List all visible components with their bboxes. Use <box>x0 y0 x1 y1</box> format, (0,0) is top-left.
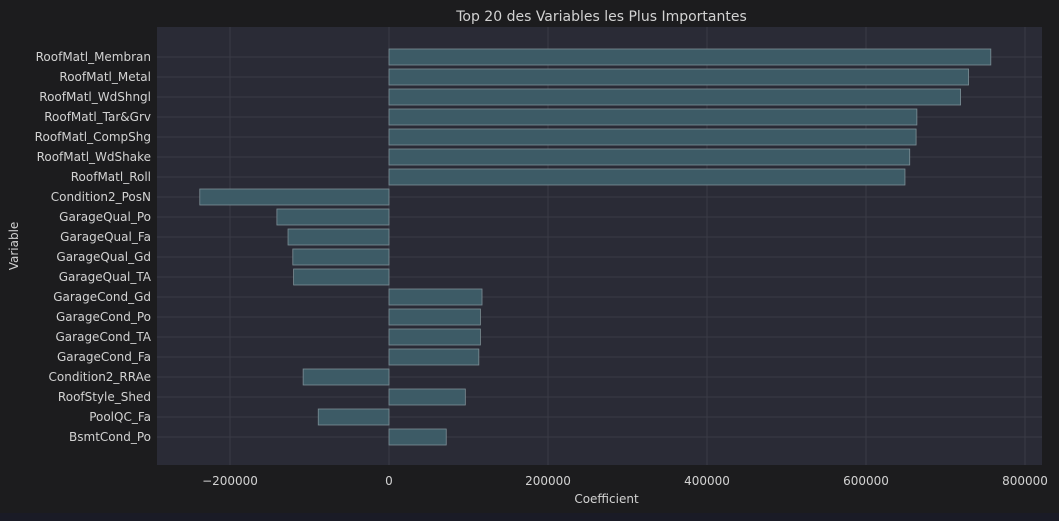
bar <box>388 388 466 406</box>
bar <box>388 68 969 86</box>
y-tick-label: BsmtCond_Po <box>69 430 151 444</box>
bottom-strip <box>0 513 1059 521</box>
bar <box>388 88 962 106</box>
y-tick-label: GarageCond_Gd <box>53 290 151 304</box>
y-tick-label: RoofStyle_Shed <box>58 390 151 404</box>
bar <box>388 348 480 366</box>
bar <box>388 428 447 446</box>
y-tick-label: RoofMatl_WdShngl <box>39 90 151 104</box>
y-tick-label: RoofMatl_Roll <box>71 170 151 184</box>
bar <box>388 168 906 186</box>
y-tick-label: GarageCond_Po <box>56 310 151 324</box>
bar <box>388 108 918 126</box>
bar <box>388 288 483 306</box>
y-tick-label: PoolQC_Fa <box>89 410 151 424</box>
bar <box>388 308 481 326</box>
y-tick-label: GarageQual_Po <box>59 210 151 224</box>
x-tick-labels: −200000 0 200000 400000 600000 800000 <box>202 474 1048 488</box>
y-tick-label: RoofMatl_Metal <box>59 70 151 84</box>
y-tick-labels: RoofMatl_Membran RoofMatl_Metal RoofMatl_W… <box>35 50 152 444</box>
y-tick-label: RoofMatl_WdShake <box>37 150 151 164</box>
y-tick-label: RoofMatl_Membran <box>36 50 151 64</box>
bar <box>388 328 481 346</box>
x-tick-label: 400000 <box>684 474 730 488</box>
x-tick-label: 0 <box>385 474 393 488</box>
bar <box>302 368 390 386</box>
y-tick-label: GarageCond_Fa <box>57 350 151 364</box>
y-tick-label: Condition2_RRAe <box>49 370 151 384</box>
x-tick-label: 200000 <box>525 474 571 488</box>
bar <box>287 228 390 246</box>
y-tick-label: Condition2_PosN <box>51 190 151 204</box>
bar <box>293 268 390 286</box>
x-tick-label: −200000 <box>202 474 258 488</box>
y-tick-label: GarageQual_Fa <box>60 230 151 244</box>
y-tick-label: GarageQual_TA <box>59 270 152 284</box>
bar <box>388 148 911 166</box>
bars <box>199 48 992 446</box>
bar <box>317 408 390 426</box>
x-axis-label: Coefficient <box>574 492 639 506</box>
bar <box>276 208 390 226</box>
bar <box>388 128 917 146</box>
chart-title: Top 20 des Variables les Plus Importante… <box>455 9 747 25</box>
y-axis-label: Variable <box>7 222 21 271</box>
x-tick-label: 800000 <box>1002 474 1048 488</box>
x-tick-label: 600000 <box>843 474 889 488</box>
bar <box>292 248 390 266</box>
bar <box>199 188 390 206</box>
y-tick-label: RoofMatl_CompShg <box>35 130 151 144</box>
y-tick-label: RoofMatl_Tar&Grv <box>44 110 151 124</box>
y-tick-label: GarageQual_Gd <box>56 250 151 264</box>
y-tick-label: GarageCond_TA <box>56 330 152 344</box>
bar <box>388 48 992 66</box>
